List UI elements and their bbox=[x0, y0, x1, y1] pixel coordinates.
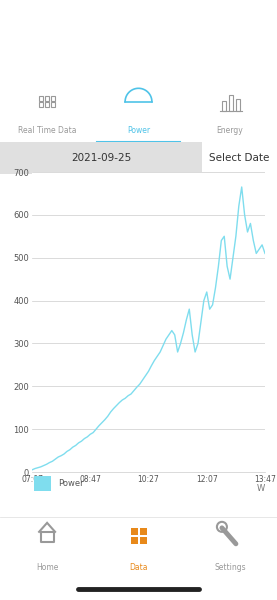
Text: Real Time Data: Real Time Data bbox=[18, 127, 76, 136]
Bar bbox=[229, 95, 233, 110]
Bar bbox=[0, 142, 202, 174]
Bar bbox=[236, 98, 240, 110]
Text: Select Date: Select Date bbox=[209, 153, 270, 163]
Bar bbox=[140, 528, 147, 535]
Bar bbox=[45, 97, 49, 101]
Bar bbox=[39, 97, 43, 101]
Text: Settings: Settings bbox=[214, 563, 246, 572]
Bar bbox=[51, 97, 55, 101]
Text: 15:09: 15:09 bbox=[22, 13, 62, 25]
Text: W: W bbox=[257, 484, 265, 493]
Text: Data: Data bbox=[129, 563, 148, 572]
Bar bbox=[39, 103, 43, 107]
Text: Home: Home bbox=[36, 563, 58, 572]
Text: 2021-09-25: 2021-09-25 bbox=[71, 153, 131, 163]
Bar bbox=[51, 103, 55, 107]
Bar bbox=[45, 103, 49, 107]
Bar bbox=[222, 101, 226, 110]
Text: Power: Power bbox=[127, 127, 150, 136]
Bar bbox=[130, 528, 137, 535]
Text: Power: Power bbox=[58, 479, 83, 487]
Text: Energy: Energy bbox=[217, 127, 243, 136]
Bar bbox=[130, 537, 137, 544]
FancyBboxPatch shape bbox=[34, 476, 51, 491]
Bar bbox=[140, 537, 147, 544]
Text: Data: Data bbox=[118, 52, 159, 67]
